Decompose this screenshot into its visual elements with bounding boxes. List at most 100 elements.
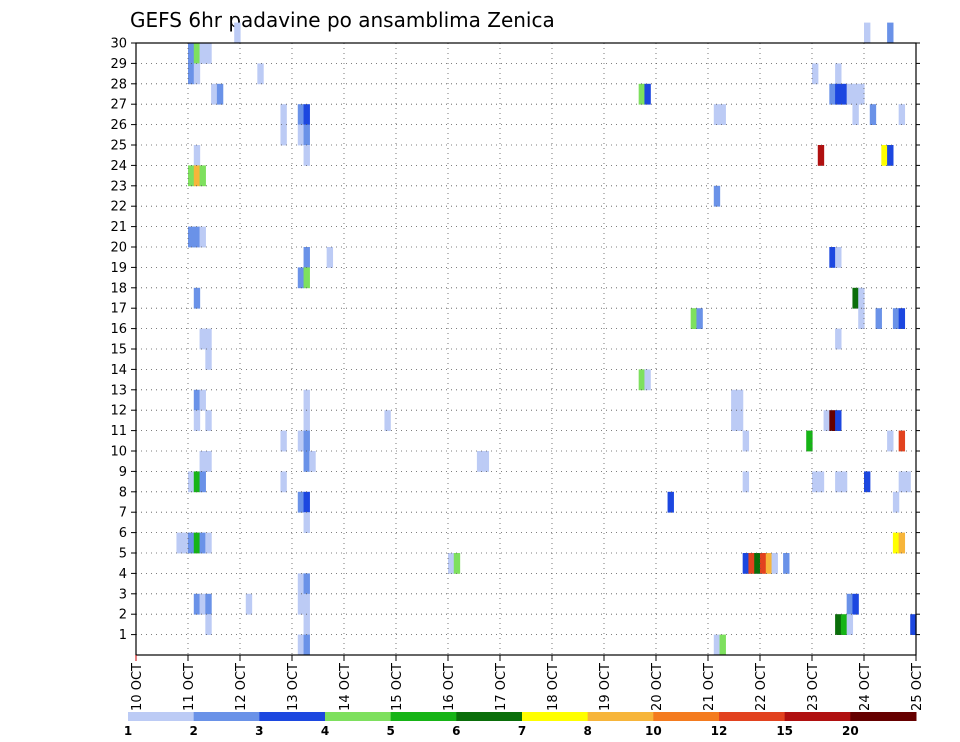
- colorbar-label: 1: [124, 724, 132, 738]
- heatmap-cell: [188, 226, 195, 248]
- heatmap-cell: [297, 430, 305, 452]
- heatmap-cell: [303, 491, 310, 513]
- x-axis: 10 OCT 11 OCT 12 OCT 13 OCT 14 OCT 15 OCT 16 O…: [130, 655, 925, 711]
- heatmap-cell: [835, 63, 842, 85]
- y-tick-label: 17: [110, 302, 127, 317]
- heatmap-cell: [303, 512, 310, 533]
- heatmap-cell: [910, 614, 917, 635]
- y-tick-label: 26: [110, 118, 127, 133]
- heatmap-cell: [188, 63, 195, 85]
- heatmap-cell: [303, 247, 310, 268]
- heatmap-cell: [887, 145, 894, 166]
- colorbar-swatch: [522, 712, 589, 721]
- heatmap-cell: [297, 104, 305, 125]
- x-tick-label: 13 OCT: [286, 663, 301, 711]
- heatmap-cell: [892, 491, 900, 513]
- heatmap-cell: [193, 63, 201, 85]
- heatmap-cell: [690, 308, 698, 329]
- x-tick-label: 18 OCT: [546, 663, 561, 711]
- heatmap-cell: [182, 532, 189, 554]
- heatmap-cell: [852, 104, 859, 125]
- colorbar-swatch: [259, 712, 326, 721]
- y-tick-label: 27: [110, 98, 127, 113]
- heatmap-cell: [326, 247, 334, 268]
- colorbar-label: 6: [452, 724, 460, 738]
- y-axis: 1234567891011121314151617181920212223242…: [110, 37, 920, 643]
- heatmap-cell: [898, 430, 906, 452]
- x-tick-label: 12 OCT: [234, 663, 249, 711]
- heatmap-cell: [736, 389, 744, 411]
- heatmap-cell: [176, 532, 183, 554]
- heatmap-cell: [846, 614, 854, 635]
- y-tick-label: 30: [110, 37, 127, 52]
- heatmap-cell: [644, 83, 651, 105]
- y-tick-label: 3: [119, 587, 127, 602]
- heatmap-cell: [829, 410, 836, 431]
- chart-title: GEFS 6hr padavine po ansamblima Zenica: [130, 8, 555, 32]
- x-tick-label: 24 OCT: [858, 663, 873, 711]
- y-tick-label: 20: [110, 241, 127, 256]
- heatmap-cell: [199, 532, 206, 554]
- colorbar-label: 10: [645, 724, 662, 738]
- y-tick-label: 9: [119, 465, 127, 480]
- heatmap-cell: [188, 471, 195, 493]
- heatmap-cells: [176, 22, 917, 656]
- x-tick-label: 25 OCT: [910, 663, 925, 711]
- heatmap-cell: [303, 410, 310, 431]
- heatmap-cell: [852, 593, 859, 615]
- heatmap-cell: [193, 593, 201, 615]
- y-tick-label: 13: [110, 383, 127, 398]
- heatmap-cell: [638, 83, 646, 105]
- heatmap-cell: [280, 430, 287, 452]
- y-tick-label: 8: [119, 485, 127, 500]
- heatmap-cell: [448, 553, 455, 574]
- heatmap-cell: [898, 532, 906, 554]
- y-tick-label: 22: [110, 200, 127, 215]
- y-tick-label: 28: [110, 77, 127, 92]
- heatmap-cell: [199, 328, 206, 350]
- heatmap-cell: [904, 471, 911, 493]
- y-tick-label: 5: [119, 547, 127, 562]
- heatmap-cell: [303, 451, 310, 472]
- colorbar-label: 4: [321, 724, 329, 738]
- colorbar-label: 5: [386, 724, 394, 738]
- heatmap-cell: [806, 430, 813, 452]
- heatmap-cell: [193, 471, 201, 493]
- heatmap-cell: [748, 553, 755, 574]
- heatmap-cell: [188, 165, 195, 187]
- heatmap-cell: [817, 145, 825, 166]
- heatmap-cell: [476, 451, 484, 472]
- heatmap-cell: [199, 593, 206, 615]
- colorbar-swatch: [325, 712, 392, 721]
- heatmap-cell: [812, 471, 819, 493]
- heatmap-cell: [852, 83, 859, 105]
- y-tick-label: 7: [119, 506, 127, 521]
- heatmap-cell: [719, 104, 726, 125]
- x-tick-label: 14 OCT: [338, 663, 353, 711]
- y-tick-label: 4: [119, 567, 127, 582]
- heatmap-cell: [864, 471, 871, 493]
- heatmap-cell: [303, 124, 310, 146]
- heatmap-cell: [193, 410, 201, 431]
- colorbar-label: 2: [189, 724, 197, 738]
- y-tick-label: 10: [110, 445, 127, 460]
- colorbar: 1 2 3 4 5 6 7 8 10 12 15 20: [124, 712, 917, 738]
- heatmap-cell: [199, 451, 206, 472]
- heatmap-cell: [211, 83, 218, 105]
- heatmap-cell: [783, 553, 790, 574]
- heatmap-cell: [667, 491, 674, 513]
- heatmap-cell: [869, 104, 877, 125]
- heatmap-cell: [887, 22, 894, 44]
- heatmap-cell: [303, 267, 310, 289]
- heatmap-cell: [892, 308, 900, 329]
- heatmap-cell: [193, 145, 201, 166]
- x-tick-label: 11 OCT: [182, 663, 197, 711]
- heatmap-cell: [384, 410, 391, 431]
- heatmap-cell: [812, 63, 819, 85]
- heatmap-cell: [205, 43, 212, 64]
- heatmap-cell: [742, 430, 750, 452]
- y-tick-label: 19: [110, 261, 127, 276]
- heatmap-cell: [875, 308, 882, 329]
- heatmap-cell: [205, 614, 212, 635]
